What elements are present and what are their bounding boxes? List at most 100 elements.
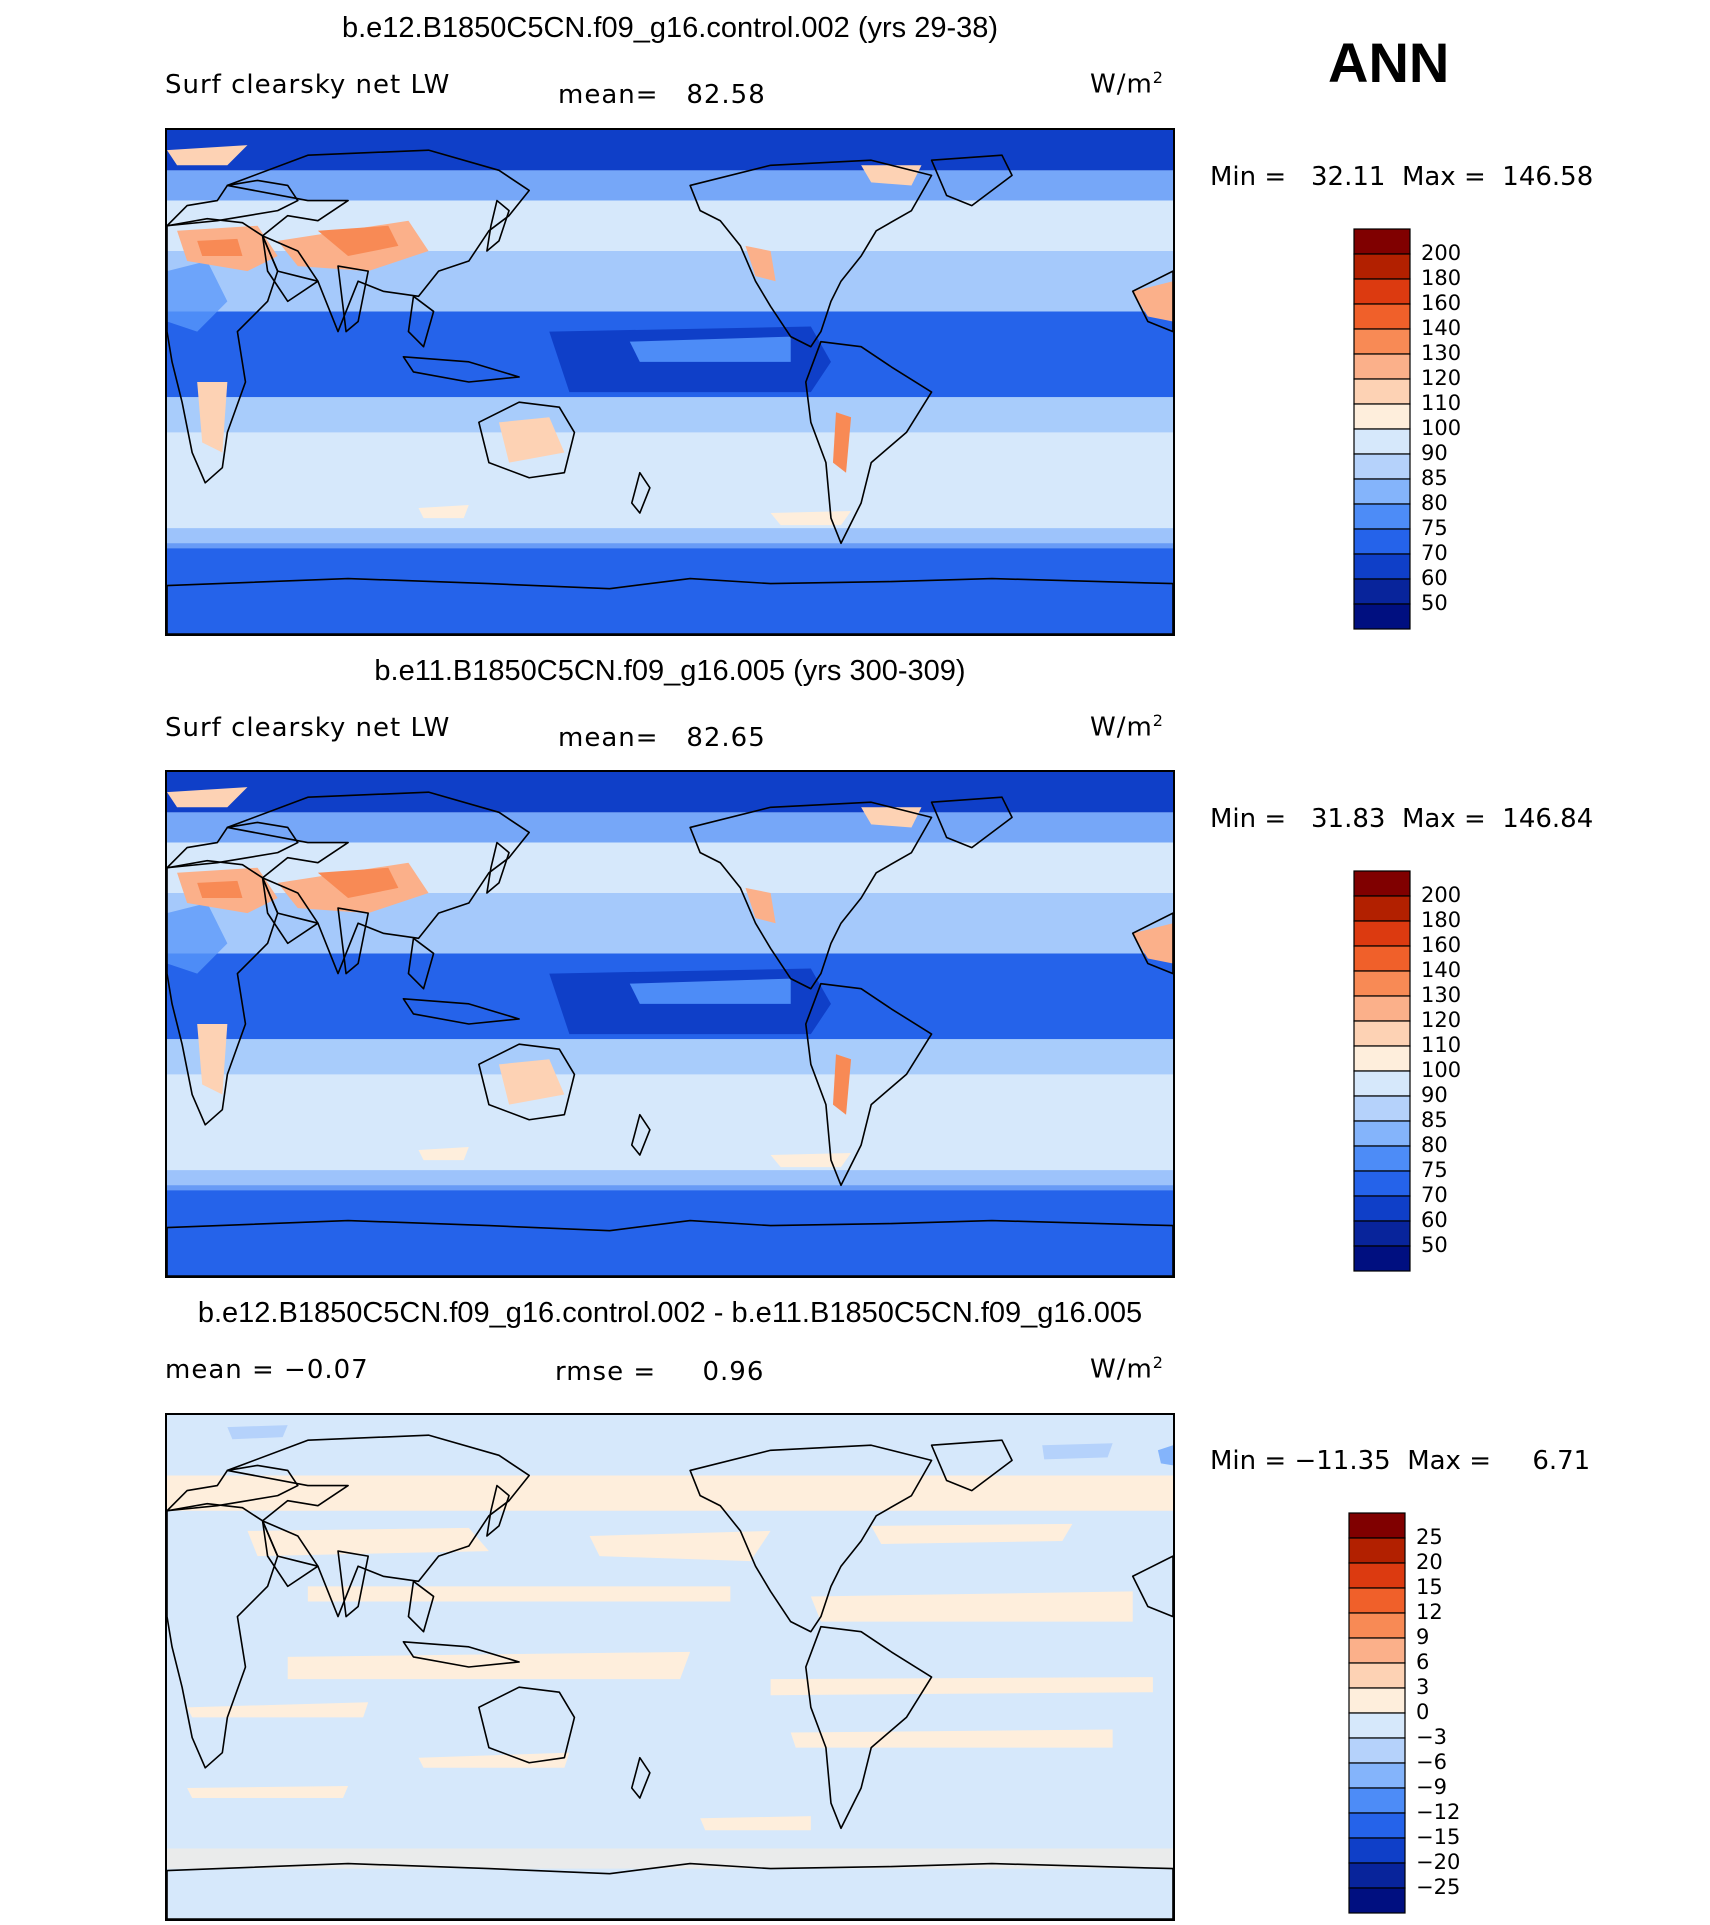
- coastline-africa: [167, 217, 279, 484]
- coastline-greenland: [930, 796, 1013, 849]
- coastline-samerica: [805, 1625, 933, 1830]
- contour-field: [227, 1425, 288, 1440]
- contour-field: [167, 1848, 1173, 1869]
- colorbar-tick-label: 90: [1421, 1083, 1448, 1107]
- colorbar-tick-label: 85: [1421, 466, 1448, 490]
- colorbar-swatch: [1353, 1170, 1411, 1197]
- colorbar-swatch: [1348, 1637, 1406, 1664]
- contour-field: [167, 1475, 1173, 1511]
- coastline-asia: [226, 791, 530, 975]
- colorbar-tick-label: 140: [1421, 958, 1462, 982]
- coastline-nz: [630, 1113, 651, 1156]
- contour-field: [167, 170, 1173, 201]
- coastline-seasia: [407, 937, 435, 990]
- panel-title: b.e12.B1850C5CN.f09_g16.control.002 - b.…: [197, 1297, 1143, 1329]
- coastline-westafrica_right: [1131, 912, 1173, 975]
- colorbar-tick-label: 160: [1421, 933, 1462, 957]
- variable-label: Surf clearsky net LW: [165, 713, 451, 743]
- coastline-westafrica_right: [1131, 1555, 1173, 1618]
- colorbar-swatch: [1353, 1145, 1411, 1172]
- contour-field: [861, 165, 922, 186]
- coastline-greenland: [930, 1439, 1013, 1492]
- stat-label: mean= 82.65: [558, 723, 766, 753]
- contour-field: [832, 412, 852, 473]
- colorbar-tick-label: 6: [1416, 1650, 1430, 1674]
- coastline-westafrica_right: [1131, 270, 1173, 333]
- coastline-seasia: [407, 1580, 435, 1633]
- colorbar-tick-label: 100: [1421, 1058, 1462, 1082]
- colorbar-tick-label: 60: [1421, 566, 1448, 590]
- colorbar-swatch: [1353, 1195, 1411, 1222]
- contour-field: [1132, 923, 1173, 964]
- contour-field: [418, 1146, 469, 1161]
- colorbar-swatch: [1348, 1837, 1406, 1864]
- colorbar-swatch: [1353, 1245, 1411, 1272]
- panel-title: b.e12.B1850C5CN.f09_g16.control.002 (yrs…: [341, 12, 999, 44]
- colorbar-swatch: [1353, 328, 1411, 355]
- colorbar-tick-label: 80: [1421, 491, 1448, 515]
- colorbar-tick-label: 140: [1421, 316, 1462, 340]
- coastline-nz: [630, 1756, 651, 1799]
- colorbar-tick-label: 70: [1421, 1183, 1448, 1207]
- colorbar-swatch: [1353, 353, 1411, 380]
- contour-field: [167, 528, 1173, 549]
- coastline-australia: [478, 1686, 576, 1764]
- colorbar-swatch: [1353, 303, 1411, 330]
- contour-field: [790, 1729, 1113, 1748]
- units-text: W/m: [1090, 712, 1153, 743]
- colorbar-swatch: [1348, 1737, 1406, 1764]
- contour-field: [418, 504, 469, 519]
- colorbar: 200 180 160 140 130 120 110 100 90 85 80 75 70 60 50: [1353, 228, 1513, 632]
- contour-map: [165, 1413, 1175, 1921]
- units-exponent: 2: [1152, 711, 1164, 730]
- coastline-arabia: [261, 877, 319, 945]
- colorbar-swatch: [1353, 278, 1411, 305]
- contour-field: [745, 887, 776, 924]
- contour-field: [187, 1702, 369, 1718]
- colorbar-swatch: [1348, 1562, 1406, 1589]
- contour-field: [418, 1752, 570, 1768]
- coastline-japan: [486, 1484, 510, 1537]
- colorbar-swatch: [1353, 578, 1411, 605]
- variable-label: Surf clearsky net LW: [165, 70, 451, 100]
- colorbar-tick-label: 130: [1421, 341, 1462, 365]
- contour-field: [770, 511, 852, 526]
- coastline-asia: [226, 149, 530, 333]
- colorbar-swatch: [1353, 403, 1411, 430]
- colorbar-tick-label: 110: [1421, 1033, 1462, 1057]
- coastline-greenland: [930, 154, 1013, 207]
- contour-field: [197, 382, 228, 453]
- colorbar-tick-label: 20: [1416, 1550, 1443, 1574]
- colorbar-swatch: [1353, 503, 1411, 530]
- colorbar-tick-label: 180: [1421, 266, 1462, 290]
- units-text: W/m: [1090, 1354, 1153, 1385]
- coastline-samerica: [805, 340, 933, 545]
- colorbar-swatch: [1353, 920, 1411, 947]
- coastline-samerica: [805, 982, 933, 1187]
- map-svg: [167, 130, 1173, 634]
- colorbar-swatch: [1348, 1587, 1406, 1614]
- colorbar-swatch: [1353, 1020, 1411, 1047]
- coastline-arabia: [261, 1520, 319, 1588]
- coastline-namerica: [689, 801, 933, 990]
- contour-field: [629, 978, 791, 1004]
- coastline-japan: [486, 841, 510, 894]
- contour-field: [1157, 1445, 1173, 1466]
- colorbar-tick-label: 9: [1416, 1625, 1430, 1649]
- units-label: W/m2: [1090, 68, 1164, 100]
- coastline-india: [337, 907, 370, 975]
- colorbar-swatch: [1353, 870, 1411, 897]
- min-max-label: Min = 32.11 Max = 146.58: [1210, 162, 1594, 192]
- coastline-namerica: [689, 1444, 933, 1633]
- colorbar-swatch: [1353, 970, 1411, 997]
- colorbar-swatch: [1353, 1220, 1411, 1247]
- colorbar-swatch: [1353, 1045, 1411, 1072]
- coastline-asia: [226, 1434, 530, 1618]
- coastline-nz: [630, 471, 651, 514]
- contour-field: [317, 867, 399, 898]
- colorbar-tick-label: 160: [1421, 291, 1462, 315]
- map-svg: [167, 1415, 1173, 1919]
- colorbar-tick-label: 25: [1416, 1525, 1443, 1549]
- coastline-australia: [478, 1043, 576, 1121]
- coastline-africa: [167, 859, 279, 1126]
